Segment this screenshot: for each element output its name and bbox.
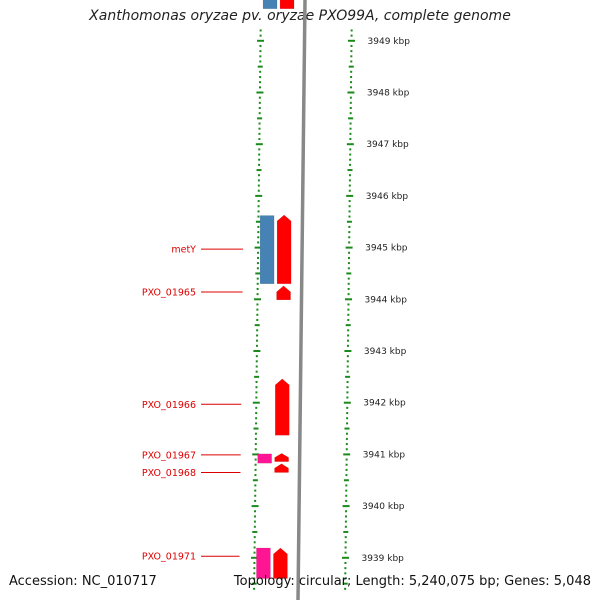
gene-forward: [273, 547, 288, 579]
scale-label: 3939 kbp: [361, 554, 404, 564]
gene-forward: [276, 285, 291, 301]
map-title: Xanthomonas oryzae pv. oryzae PXO99A, co…: [89, 8, 511, 24]
accession-label: Accession: NC_010717: [9, 574, 157, 589]
scale-label: 3949 kbp: [368, 37, 411, 47]
genome-summary: Topology: circular; Length: 5,240,075 bp…: [233, 574, 591, 589]
gene-reverse: [259, 215, 275, 285]
scale-label: 3948 kbp: [367, 89, 410, 99]
scale-label: 3942 kbp: [363, 399, 406, 409]
gene-forward: [274, 463, 289, 473]
scale-label: 3946 kbp: [366, 192, 409, 202]
gene-label: PXO_01967: [142, 450, 196, 461]
gene-labels: metY PXO_01965 PXO_01966 PXO_01967 PXO_01968…: [142, 245, 244, 563]
gene-reverse: [257, 453, 272, 464]
scale-label: 3945 kbp: [365, 244, 408, 254]
gene-forward: [279, 0, 295, 9]
scale-label: 3944 kbp: [365, 295, 408, 305]
gene-forward: [276, 214, 292, 285]
gene-label: PXO_01971: [142, 552, 196, 563]
scale-label: 3943 kbp: [364, 347, 407, 357]
backbone-group: [296, 0, 307, 600]
gene-label: PXO_01966: [142, 400, 196, 411]
gene-forward: [274, 453, 289, 462]
gene-label: PXO_01968: [142, 468, 196, 479]
scale-label: 3947 kbp: [366, 140, 409, 150]
gene-reverse: [256, 547, 271, 579]
gene-forward: [275, 378, 290, 436]
backbone-arc: [296, 0, 307, 600]
gene-label: metY: [171, 245, 196, 256]
gene-label: PXO_01965: [142, 288, 196, 299]
scale-label: 3941 kbp: [363, 450, 406, 460]
scale-labels: 3949 kbp 3948 kbp 3947 kbp 3946 kbp 3945 kbp…: [361, 37, 410, 564]
tick-marks: [250, 29, 356, 590]
scale-label: 3940 kbp: [362, 502, 405, 512]
gene-reverse: [262, 0, 278, 9]
gene-features: [256, 0, 295, 579]
